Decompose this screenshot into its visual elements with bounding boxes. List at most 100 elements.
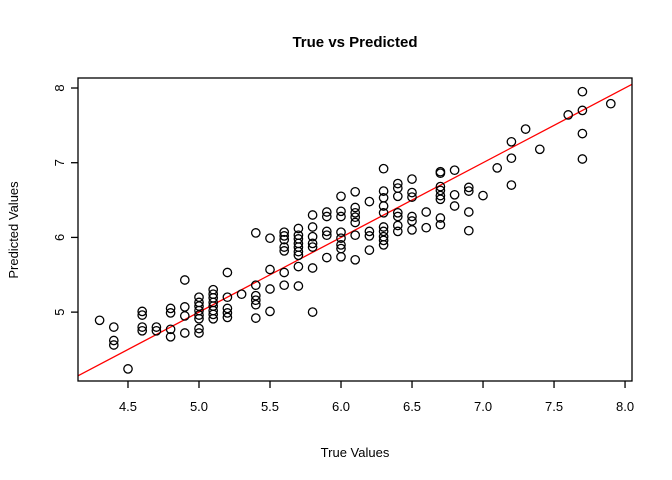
data-point [321, 226, 332, 237]
data-point [350, 186, 361, 197]
data-point [123, 364, 133, 374]
data-point [506, 153, 517, 164]
data-point [307, 238, 318, 249]
data-point [577, 128, 588, 139]
x-axis-label: True Values [321, 445, 390, 460]
data-point [605, 98, 616, 109]
data-point [222, 267, 233, 278]
data-point [421, 207, 432, 217]
data-point [350, 207, 361, 218]
data-point [492, 163, 503, 173]
data-point [378, 163, 389, 174]
data-point [392, 178, 403, 189]
y-tick-label: 6 [52, 234, 67, 241]
data-point [194, 328, 204, 338]
data-point [378, 240, 389, 250]
data-point [407, 192, 417, 202]
data-point [378, 186, 389, 196]
data-point [378, 222, 389, 232]
identity-reference-line [77, 83, 633, 377]
data-point [407, 187, 417, 198]
data-point [265, 306, 275, 317]
x-tick-label: 4.5 [119, 399, 137, 414]
data-point [293, 281, 304, 291]
data-point [108, 335, 119, 346]
data-point [208, 313, 219, 324]
data-point [179, 311, 190, 321]
data-point [179, 302, 190, 312]
data-point [279, 231, 290, 241]
data-point [336, 240, 346, 250]
data-point [250, 295, 261, 306]
data-point [179, 328, 190, 338]
data-point [279, 280, 290, 291]
data-point [279, 267, 290, 278]
data-point [392, 191, 403, 202]
data-point [265, 264, 275, 275]
data-point [336, 233, 346, 244]
data-point [307, 263, 318, 273]
data-point [378, 235, 389, 246]
data-point [222, 292, 233, 303]
data-point [265, 233, 275, 244]
data-point [364, 245, 375, 255]
x-tick-label: 7.5 [545, 399, 563, 414]
data-point [435, 213, 446, 223]
data-point [392, 226, 403, 237]
data-point [250, 313, 261, 323]
data-point [336, 191, 346, 202]
data-point [350, 254, 361, 265]
data-point [336, 211, 346, 222]
data-point [293, 250, 304, 261]
data-point [407, 225, 417, 235]
data-point [293, 246, 304, 257]
data-point [222, 308, 233, 318]
data-point [265, 284, 275, 294]
data-point [137, 310, 148, 320]
data-point [321, 207, 332, 217]
data-point [463, 207, 474, 217]
data-point [279, 234, 290, 245]
plot-box [77, 77, 633, 382]
data-point [463, 186, 474, 196]
data-point [321, 211, 332, 222]
data-point [194, 323, 204, 334]
data-point [520, 124, 531, 134]
data-point [463, 182, 474, 193]
data-point [364, 226, 375, 237]
data-point [336, 251, 346, 262]
data-point [108, 340, 119, 350]
data-point [137, 306, 148, 317]
data-point [378, 207, 389, 218]
data-point [165, 331, 176, 342]
x-tick-label: 6.5 [403, 399, 421, 414]
data-point [307, 210, 318, 220]
data-point [307, 222, 318, 232]
data-point [307, 231, 318, 242]
data-point [151, 322, 162, 332]
data-point [236, 289, 247, 300]
data-point [435, 219, 446, 230]
plot-area: 4.5 5.0 5.5 6.0 6.5 7.0 7.5 8.0 5 6 7 8 [52, 77, 634, 414]
data-point [506, 136, 517, 147]
data-point [94, 315, 105, 326]
data-point [222, 312, 233, 323]
x-tick-label: 5.5 [261, 399, 279, 414]
data-point [108, 322, 119, 332]
data-point [435, 194, 446, 205]
data-point [350, 230, 361, 241]
data-point [250, 280, 261, 291]
data-point [350, 212, 361, 223]
data-point [165, 324, 176, 335]
data-point [179, 275, 190, 285]
data-point [364, 231, 375, 241]
data-point [279, 246, 290, 256]
y-tick-label: 5 [52, 309, 67, 316]
data-point [208, 309, 219, 320]
data-point [350, 217, 361, 228]
chart-title: True vs Predicted [292, 34, 417, 51]
y-axis-label: Predicted Values [6, 181, 21, 279]
data-point [137, 322, 148, 332]
